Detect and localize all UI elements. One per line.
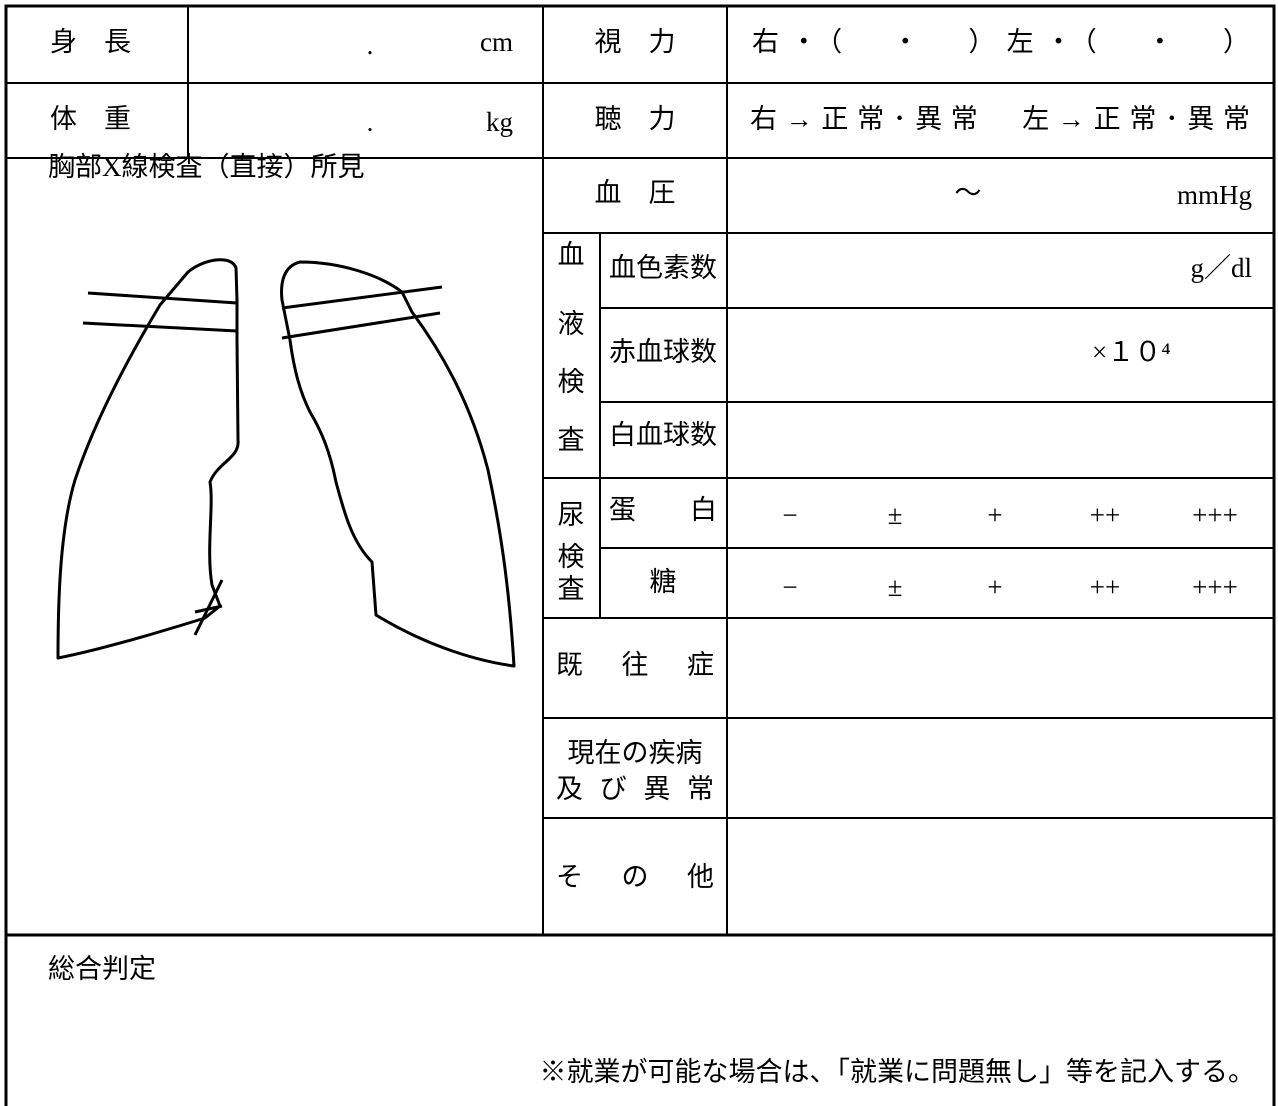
- item-label: 赤血球数: [609, 337, 717, 367]
- option: +: [987, 572, 1002, 602]
- field-value: 右→正常･異常 左→正常･異常: [750, 104, 1250, 134]
- field-label: 現在の疾病: [568, 738, 703, 768]
- vertical-label-char: 尿: [558, 500, 585, 530]
- vertical-label-char: 検: [558, 542, 585, 572]
- option: ±: [888, 572, 903, 602]
- table-lines: [4, 4, 1276, 1106]
- vertical-label-char: 査: [558, 574, 585, 604]
- item-label: 蛋 白: [609, 495, 717, 525]
- item-label: 糖: [650, 567, 677, 597]
- separator: ～: [955, 178, 982, 208]
- vertical-label-char: 血: [558, 240, 585, 270]
- option: −: [782, 500, 797, 530]
- field-label: 既 往 症: [556, 650, 714, 680]
- item-label: 血色素数: [609, 253, 717, 283]
- item-label: 白血球数: [609, 420, 717, 450]
- field-label: そ の 他: [556, 862, 714, 892]
- field-label: 聴 力: [595, 104, 676, 134]
- option: +: [987, 500, 1002, 530]
- option: ++: [1090, 572, 1120, 602]
- option: +++: [1192, 572, 1238, 602]
- separator: .: [367, 30, 374, 60]
- unit: g／dl: [1190, 253, 1252, 283]
- field-label: 体 重: [50, 104, 131, 134]
- field-label: 身 長: [50, 27, 131, 57]
- field-value: 右・（ ・ ）左・（ ・ ）: [752, 27, 1250, 57]
- option: ++: [1090, 500, 1120, 530]
- field-label: 及 び 異 常: [556, 774, 714, 804]
- field-label: 血 圧: [595, 178, 676, 208]
- vertical-label-char: 検: [558, 367, 585, 397]
- unit: kg: [486, 107, 513, 137]
- unit: mmHg: [1177, 180, 1252, 210]
- unit: cm: [480, 27, 513, 57]
- field-label: 視 力: [595, 27, 676, 57]
- section-label: 胸部X線検査（直接）所見: [48, 152, 365, 182]
- vertical-label-char: 査: [558, 425, 585, 455]
- option: −: [782, 572, 797, 602]
- lung-drawing: [56, 258, 516, 668]
- vertical-label-char: 液: [558, 309, 585, 339]
- note: ※就業が可能な場合は、「就業に問題無し」等を記入する。: [540, 1057, 1256, 1087]
- unit: ×１０⁴: [1092, 337, 1171, 367]
- option: +++: [1192, 500, 1238, 530]
- section-label: 総合判定: [48, 954, 156, 984]
- option: ±: [888, 500, 903, 530]
- separator: .: [367, 107, 374, 137]
